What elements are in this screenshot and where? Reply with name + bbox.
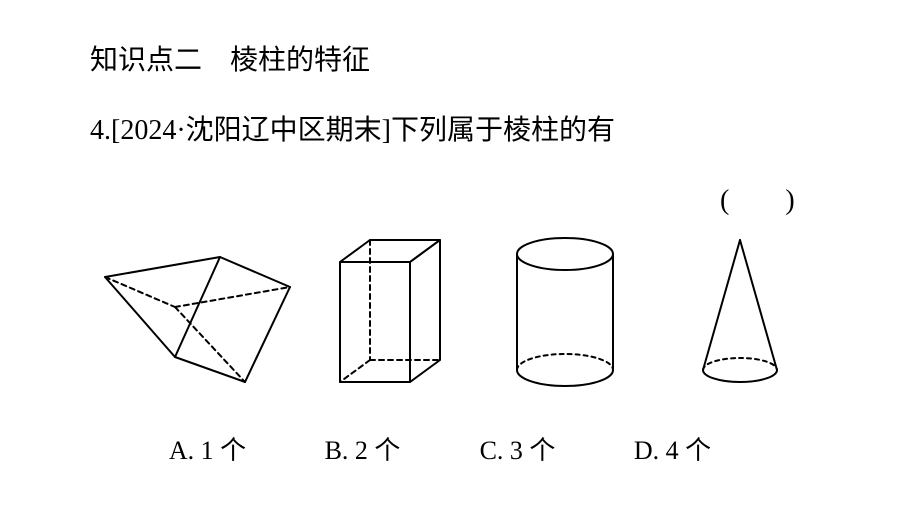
triangular-prism-svg (90, 242, 300, 392)
question-line: 4.[2024·沈阳辽中区期末]下列属于棱柱的有 (90, 108, 615, 148)
figure-rectangular-prism (300, 232, 475, 392)
option-b[interactable]: B. 2 个 (285, 430, 440, 467)
question-source: [2024·沈阳辽中区期末] (111, 115, 391, 146)
question-stem: 下列属于棱柱的有 (391, 115, 615, 146)
figure-cylinder (475, 232, 655, 392)
question-number: 4. (90, 115, 111, 146)
rectangular-prism-svg (300, 232, 475, 392)
option-c[interactable]: C. 3 个 (440, 430, 595, 467)
figures-row (90, 232, 825, 392)
option-d[interactable]: D. 4 个 (595, 430, 750, 467)
options-row: A. 1 个 B. 2 个 C. 3 个 D. 4 个 (130, 430, 750, 467)
cylinder-svg (475, 232, 655, 392)
figure-triangular-prism (90, 242, 300, 392)
cone-svg (655, 232, 825, 392)
option-a[interactable]: A. 1 个 (130, 430, 285, 467)
figure-cone (655, 232, 825, 392)
answer-paren: ( ) (720, 178, 795, 218)
section-title: 知识点二 棱柱的特征 (90, 38, 370, 78)
